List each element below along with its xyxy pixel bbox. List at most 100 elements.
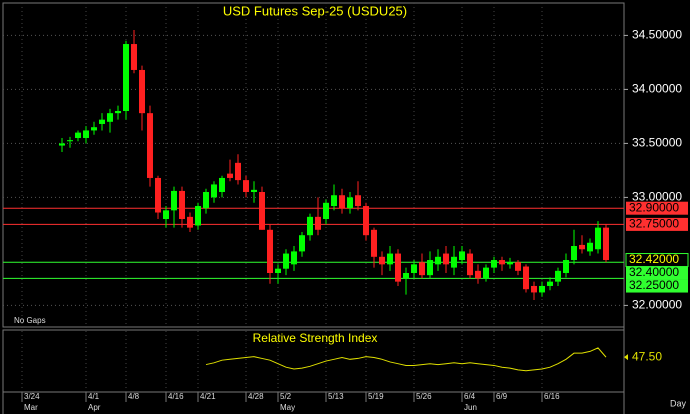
y-tick-label: 34.00000 bbox=[632, 82, 682, 96]
candle-body bbox=[371, 229, 377, 257]
candle-body bbox=[579, 244, 585, 250]
y-tick-label: 33.50000 bbox=[632, 136, 682, 150]
candle-body bbox=[451, 256, 457, 268]
candle-body bbox=[507, 262, 513, 265]
candle-body bbox=[171, 190, 177, 211]
candle-body bbox=[499, 260, 505, 265]
candle-body bbox=[347, 197, 353, 209]
x-tick-label: 4/16 bbox=[168, 392, 184, 401]
candle-body bbox=[155, 177, 161, 213]
price-tag bbox=[626, 279, 688, 293]
price-tag bbox=[626, 201, 688, 215]
candle-body bbox=[291, 251, 297, 265]
candle-body bbox=[235, 162, 241, 181]
y-tick-label: 32.00000 bbox=[632, 298, 682, 312]
candle-body bbox=[523, 266, 529, 290]
candle-body bbox=[315, 216, 321, 230]
candle-body bbox=[411, 264, 417, 273]
rsi-line bbox=[205, 347, 607, 372]
rsi-value-label: 47.50 bbox=[632, 349, 662, 363]
price-tag-label: 32.75000 bbox=[629, 217, 679, 231]
candle-body bbox=[203, 192, 209, 209]
x-tick-label: 4/21 bbox=[200, 392, 216, 401]
price-tag-label: 32.42000 bbox=[629, 252, 679, 266]
candle-body bbox=[483, 267, 489, 279]
candle-body bbox=[59, 143, 65, 146]
candle-body bbox=[131, 44, 137, 70]
candle-body bbox=[163, 210, 169, 219]
candle-body bbox=[251, 189, 257, 192]
y-tick-label: 34.50000 bbox=[632, 28, 682, 42]
candle-body bbox=[91, 127, 97, 131]
x-tick-label: 4/1 bbox=[88, 392, 100, 401]
candle-body bbox=[563, 260, 569, 273]
candle-body bbox=[283, 253, 289, 269]
rsi-marker bbox=[624, 354, 628, 361]
candle-body bbox=[355, 195, 361, 207]
candle-body bbox=[179, 190, 185, 219]
x-unit: Day bbox=[670, 398, 687, 408]
price-tag-label: 32.40000 bbox=[629, 265, 679, 279]
candle-body bbox=[571, 246, 577, 261]
month-label: Apr bbox=[88, 403, 101, 412]
month-label: Jun bbox=[464, 403, 477, 412]
candle-body bbox=[195, 206, 201, 226]
candle-body bbox=[259, 192, 265, 230]
x-tick-label: 5/13 bbox=[328, 392, 344, 401]
candle-body bbox=[403, 273, 409, 279]
candle-body bbox=[363, 206, 369, 236]
candle-body bbox=[275, 268, 281, 273]
candle-body bbox=[115, 111, 121, 114]
month-label: Mar bbox=[24, 403, 38, 412]
candle-body bbox=[515, 262, 521, 271]
candle-body bbox=[323, 202, 329, 219]
candle-body bbox=[99, 119, 105, 124]
candle-body bbox=[547, 281, 553, 286]
candle-body bbox=[267, 229, 273, 273]
x-tick-label: 4/8 bbox=[128, 392, 140, 401]
candle-body bbox=[219, 177, 225, 192]
candle-body bbox=[595, 227, 601, 250]
candle-body bbox=[419, 262, 425, 276]
y-tick-label: 33.00000 bbox=[632, 190, 682, 204]
candle-body bbox=[307, 216, 313, 236]
candle-body bbox=[443, 253, 449, 265]
candle-body bbox=[555, 270, 561, 282]
candle-body bbox=[539, 285, 545, 293]
x-tick-label: 6/9 bbox=[496, 392, 508, 401]
chart-title: USD Futures Sep-25 (USDU25) bbox=[223, 3, 407, 18]
candle-body bbox=[531, 285, 537, 293]
candle-body bbox=[243, 180, 249, 192]
price-tag-label: 32.90000 bbox=[629, 200, 679, 214]
x-tick-label: 5/2 bbox=[280, 392, 292, 401]
candle-body bbox=[491, 260, 497, 268]
x-tick-label: 4/28 bbox=[248, 392, 264, 401]
candle-body bbox=[331, 195, 337, 207]
price-tag bbox=[625, 253, 689, 268]
x-tick-label: 5/19 bbox=[368, 392, 384, 401]
month-label: May bbox=[280, 403, 295, 412]
candle-body bbox=[435, 256, 441, 265]
price-tag-label: 32.25000 bbox=[629, 278, 679, 292]
x-tick-label: 3/24 bbox=[24, 392, 40, 401]
price-tag bbox=[626, 217, 688, 231]
candle-body bbox=[123, 44, 129, 111]
gap-note: No Gaps bbox=[14, 316, 46, 325]
candle-body bbox=[467, 253, 473, 276]
candle-body bbox=[427, 260, 433, 276]
candle-body bbox=[139, 69, 145, 114]
candle-body bbox=[387, 253, 393, 265]
candle-body bbox=[107, 113, 113, 122]
candle-body bbox=[395, 253, 401, 282]
candle-body bbox=[67, 140, 73, 142]
candle-body bbox=[187, 216, 193, 228]
candle-body bbox=[211, 184, 217, 198]
candle-body bbox=[75, 132, 81, 138]
candle-body bbox=[603, 227, 609, 261]
candle-body bbox=[459, 251, 465, 261]
candle-body bbox=[147, 113, 153, 178]
rsi-title: Relative Strength Index bbox=[253, 331, 378, 345]
candle-body bbox=[83, 130, 89, 138]
candle-body bbox=[475, 270, 481, 279]
